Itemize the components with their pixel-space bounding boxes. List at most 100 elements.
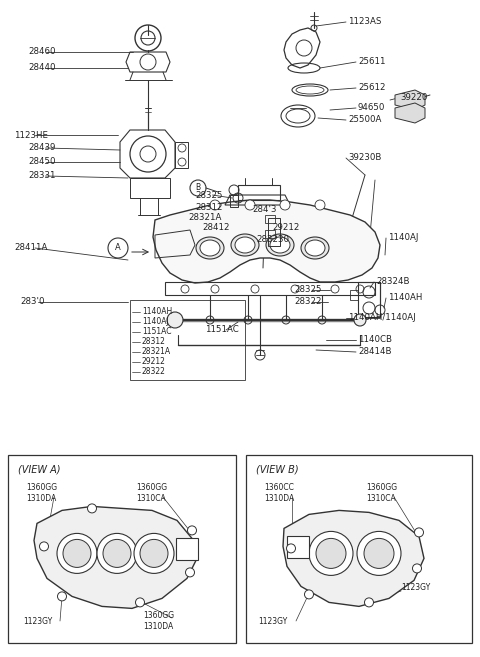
Circle shape — [304, 590, 313, 599]
Text: 28322: 28322 — [142, 367, 166, 376]
Circle shape — [210, 200, 220, 210]
Circle shape — [140, 539, 168, 568]
Circle shape — [185, 568, 194, 577]
Text: 1140CB: 1140CB — [358, 336, 392, 344]
Bar — [358, 282, 380, 317]
Bar — [176, 538, 198, 560]
Text: 25612: 25612 — [358, 83, 385, 93]
Text: 29212: 29212 — [142, 357, 166, 367]
Text: 28411A: 28411A — [14, 244, 48, 252]
Text: 1360GG
1310CA: 1360GG 1310CA — [136, 484, 167, 503]
Circle shape — [309, 532, 353, 576]
Polygon shape — [395, 90, 425, 110]
Text: 28414B: 28414B — [358, 348, 392, 357]
Circle shape — [364, 538, 394, 568]
Bar — [265, 215, 275, 223]
Circle shape — [412, 564, 421, 573]
Ellipse shape — [270, 237, 290, 253]
Circle shape — [280, 200, 290, 210]
Text: 28324B: 28324B — [376, 277, 409, 286]
Ellipse shape — [235, 237, 255, 253]
Ellipse shape — [301, 237, 329, 259]
Text: (VIEW A): (VIEW A) — [18, 464, 60, 474]
Bar — [238, 185, 280, 200]
Circle shape — [287, 544, 296, 553]
Text: 28325: 28325 — [195, 191, 223, 200]
Ellipse shape — [266, 234, 294, 256]
Circle shape — [357, 532, 401, 576]
Text: 28325: 28325 — [294, 286, 322, 294]
Circle shape — [39, 542, 48, 551]
Ellipse shape — [200, 240, 220, 256]
Bar — [130, 178, 170, 198]
Circle shape — [134, 533, 174, 574]
Bar — [230, 195, 238, 207]
Text: 1123GY: 1123GY — [23, 616, 52, 625]
Text: 28440: 28440 — [28, 64, 56, 72]
Text: 29212: 29212 — [272, 223, 300, 233]
Text: (VIEW B): (VIEW B) — [256, 464, 299, 474]
Polygon shape — [153, 200, 380, 283]
Text: 28450: 28450 — [28, 158, 56, 166]
Text: 28321A: 28321A — [142, 348, 171, 357]
Bar — [8, 455, 236, 643]
Text: 28312: 28312 — [142, 338, 166, 346]
Text: 28321A: 28321A — [188, 214, 221, 223]
Text: 28412: 28412 — [202, 223, 229, 233]
Circle shape — [135, 598, 144, 607]
Circle shape — [167, 312, 183, 328]
Bar — [268, 218, 280, 246]
Text: 1140AH/1140AJ: 1140AH/1140AJ — [348, 313, 416, 323]
Polygon shape — [395, 103, 425, 123]
Bar — [265, 230, 275, 238]
Text: 28460: 28460 — [28, 47, 56, 57]
Text: 1123AS: 1123AS — [348, 18, 382, 26]
Text: 1360CC
1310DA: 1360CC 1310DA — [264, 484, 294, 503]
Text: 28331: 28331 — [28, 171, 56, 181]
Ellipse shape — [231, 234, 259, 256]
Text: 94650: 94650 — [358, 104, 385, 112]
Polygon shape — [283, 510, 424, 606]
Text: 1140AJ: 1140AJ — [388, 233, 419, 242]
Bar — [246, 455, 472, 643]
Polygon shape — [34, 507, 197, 608]
Text: 28322: 28322 — [294, 298, 322, 307]
Bar — [130, 300, 245, 380]
Circle shape — [58, 592, 67, 601]
Circle shape — [415, 528, 423, 537]
Text: 1360GG
1310DA: 1360GG 1310DA — [143, 611, 174, 631]
Text: 1140AH: 1140AH — [388, 294, 422, 302]
Circle shape — [188, 526, 196, 535]
Circle shape — [63, 539, 91, 568]
Text: 1151AC: 1151AC — [142, 327, 171, 336]
Text: 39220: 39220 — [400, 93, 427, 102]
Text: 28312: 28312 — [195, 202, 223, 212]
Text: 283'0: 283'0 — [20, 298, 45, 307]
Text: 1123GY: 1123GY — [258, 616, 287, 625]
Text: 28439: 28439 — [28, 143, 55, 152]
Text: 25611: 25611 — [358, 58, 385, 66]
Text: 39230B: 39230B — [348, 154, 382, 162]
Text: 283230: 283230 — [256, 235, 289, 244]
Ellipse shape — [305, 240, 325, 256]
Circle shape — [364, 598, 373, 607]
Text: 1123HE: 1123HE — [14, 131, 48, 139]
Text: 284'3: 284'3 — [252, 206, 276, 214]
Text: 1360GG
1310CA: 1360GG 1310CA — [366, 484, 397, 503]
Ellipse shape — [196, 237, 224, 259]
Circle shape — [245, 200, 255, 210]
Circle shape — [97, 533, 137, 574]
Circle shape — [87, 504, 96, 513]
Text: 1360GG
1310DA: 1360GG 1310DA — [26, 484, 57, 503]
Circle shape — [354, 314, 366, 326]
Text: 1140AJ: 1140AJ — [142, 317, 169, 327]
Circle shape — [316, 538, 346, 568]
Text: 1151AC: 1151AC — [205, 325, 239, 334]
Circle shape — [315, 200, 325, 210]
Text: B: B — [195, 183, 201, 193]
Text: A: A — [115, 244, 121, 252]
Bar — [287, 536, 309, 558]
Text: 25500A: 25500A — [348, 116, 382, 124]
Text: 1140AH: 1140AH — [142, 307, 172, 317]
Circle shape — [103, 539, 131, 568]
